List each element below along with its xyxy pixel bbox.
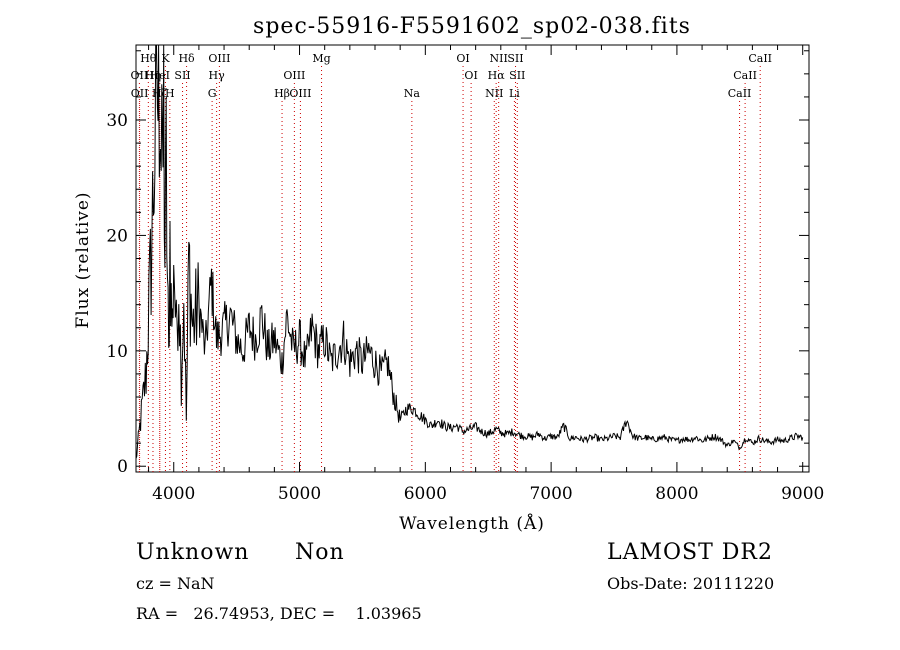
plot-frame <box>135 44 810 473</box>
emission-line-label: HeI <box>150 69 170 82</box>
emission-line-label: NII <box>490 52 508 65</box>
emission-line-label: CaII <box>733 69 757 82</box>
obs-date: Obs-Date: 20111220 <box>607 574 775 593</box>
x-tick-label: 6000 <box>404 484 447 504</box>
emission-line-label: OII <box>131 69 149 82</box>
emission-line-label: G <box>208 87 217 100</box>
object-subclass: Non <box>295 540 345 565</box>
emission-line-label: OIII <box>208 52 230 65</box>
chart-title: spec-55916-F5591602_sp02-038.fits <box>253 14 691 39</box>
y-tick-label: 10 <box>106 342 128 362</box>
emission-line-label: Hα <box>488 69 506 82</box>
y-tick-label: 20 <box>106 226 128 246</box>
axes: 4000 5000 6000 7000 8000 9000 0 10 20 30 <box>106 45 824 504</box>
y-axis-label: Flux (relative) <box>73 191 93 328</box>
emission-line-label: OI <box>456 52 469 65</box>
emission-line-label: K <box>161 52 170 65</box>
emission-line-label: Hγ <box>209 69 226 82</box>
spectrum-line <box>135 44 804 459</box>
x-tick-label: 5000 <box>278 484 321 504</box>
emission-line-label: Li <box>509 87 520 100</box>
redshift-label: cz = NaN <box>136 574 215 593</box>
emission-line-label: SII <box>507 52 523 65</box>
emission-line-label: OIII <box>283 69 305 82</box>
y-tick-label: 0 <box>117 457 128 477</box>
emission-line-label: CaII <box>728 87 752 100</box>
emission-line-label: Hβ <box>274 87 290 100</box>
emission-line-label: OIII <box>289 87 311 100</box>
x-axis-label: Wavelength (Å) <box>399 513 545 534</box>
object-class: Unknown <box>136 540 250 565</box>
x-tick-label: 8000 <box>655 484 698 504</box>
x-tick-label: 9000 <box>781 484 824 504</box>
emission-line-label: SII <box>174 69 190 82</box>
emission-line-label: Na <box>404 87 421 100</box>
emission-line-label: Hθ <box>140 52 157 65</box>
emission-line-label: OII <box>131 87 149 100</box>
emission-line-label: SII <box>509 69 525 82</box>
survey-name: LAMOST DR2 <box>607 540 773 565</box>
y-tick-label: 30 <box>106 111 128 131</box>
x-tick-label: 7000 <box>529 484 572 504</box>
emission-line-label: Mg <box>312 52 330 65</box>
emission-line-label: OI <box>464 69 477 82</box>
emission-line-label: Hδ <box>178 52 195 65</box>
x-tick-label: 4000 <box>152 484 195 504</box>
emission-line-label: CaII <box>748 52 772 65</box>
emission-line-label: H <box>165 87 175 100</box>
emission-line-label: NII <box>485 87 503 100</box>
coordinates: RA = 26.74953, DEC = 1.03965 <box>136 604 422 623</box>
